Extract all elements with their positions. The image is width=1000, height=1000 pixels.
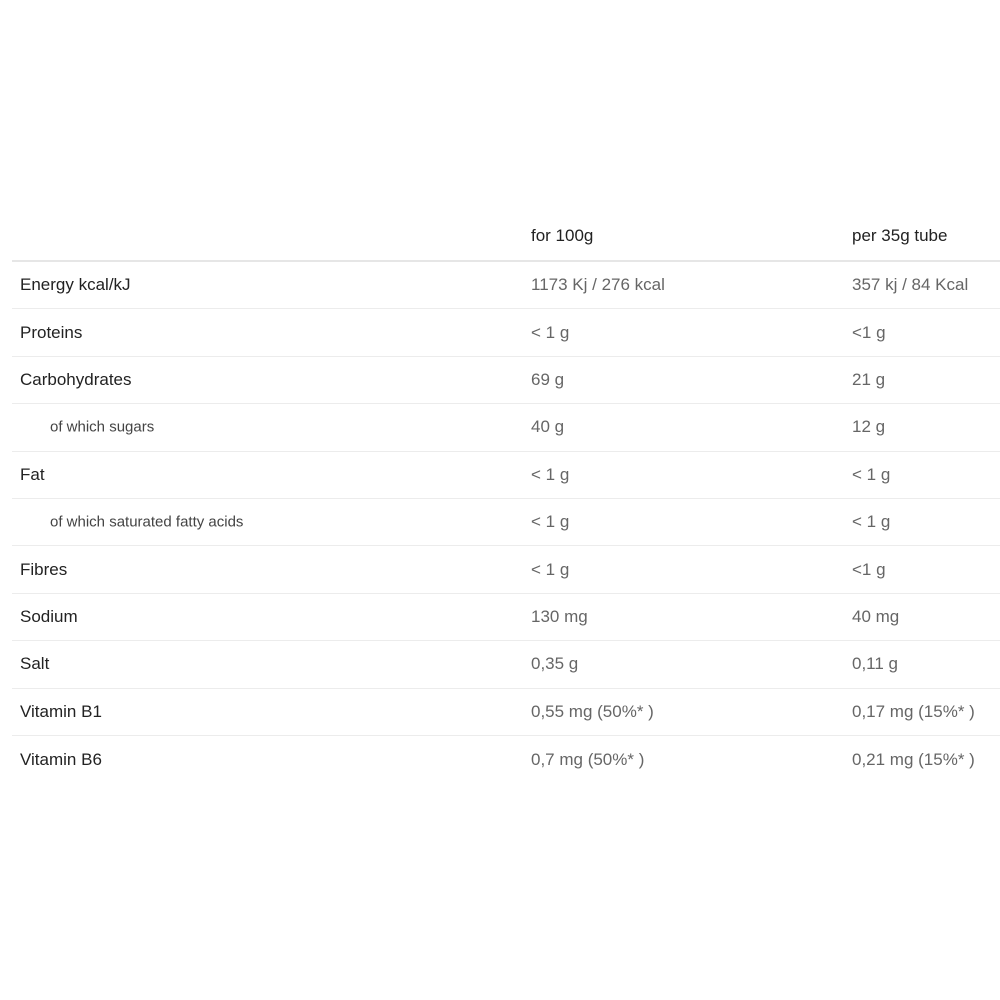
table-row: Carbohydrates 69 g 21 g — [12, 357, 1000, 405]
nutrient-name: Energy kcal/kJ — [20, 275, 131, 295]
value-per-tube: 0,17 mg (15%* ) — [852, 701, 975, 721]
value-per-tube: < 1 g — [852, 464, 891, 484]
table-row: Sodium 130 mg 40 mg — [12, 594, 1000, 642]
value-per-100g: < 1 g — [531, 322, 570, 342]
table-row: Energy kcal/kJ 1173 Kj / 276 kcal 357 kj /… — [12, 262, 1000, 310]
value-per-tube: 357 kj / 84 Kcal — [852, 275, 969, 295]
value-per-100g: 1173 Kj / 276 kcal — [531, 275, 665, 295]
header-per-100g: for 100g — [531, 226, 594, 245]
value-per-100g: 0,55 mg (50%* ) — [531, 701, 654, 721]
nutrient-name: Vitamin B1 — [20, 701, 102, 721]
value-per-tube: 12 g — [852, 417, 886, 437]
nutrient-name: of which saturated fatty acids — [50, 513, 244, 531]
value-per-100g: 0,35 g — [531, 654, 579, 674]
value-per-tube: <1 g — [852, 322, 886, 342]
table-body: Energy kcal/kJ 1173 Kj / 276 kcal 357 kj /… — [12, 262, 1000, 783]
table-row: Fat < 1 g < 1 g — [12, 452, 1000, 499]
value-per-100g: < 1 g — [531, 559, 570, 579]
nutrient-name: Sodium — [20, 606, 78, 626]
nutrient-name: Fibres — [20, 559, 68, 579]
nutrient-name: of which sugars — [50, 418, 155, 436]
nutrient-name: Fat — [20, 464, 45, 484]
nutrient-name: Vitamin B6 — [20, 749, 102, 769]
value-per-100g: 0,7 mg (50%* ) — [531, 749, 645, 769]
table-header: for 100g per 35g tube — [12, 212, 1000, 262]
table-row: Vitamin B1 0,55 mg (50%* ) 0,17 mg (15%* ) — [12, 689, 1000, 736]
table-row: Proteins < 1 g <1 g — [12, 309, 1000, 357]
table-row: Vitamin B6 0,7 mg (50%* ) 0,21 mg (15%* ) — [12, 736, 1000, 783]
table-row: Salt 0,35 g 0,11 g — [12, 641, 1000, 689]
value-per-100g: 130 mg — [531, 606, 588, 626]
value-per-tube: <1 g — [852, 559, 886, 579]
nutrient-name: Salt — [20, 654, 50, 674]
header-per-tube: per 35g tube — [852, 226, 948, 245]
table-row: of which saturated fatty acids < 1 g < 1 g — [12, 499, 1000, 547]
value-per-100g: 40 g — [531, 417, 565, 437]
value-per-tube: < 1 g — [852, 512, 891, 532]
value-per-tube: 0,21 mg (15%* ) — [852, 749, 975, 769]
value-per-100g: < 1 g — [531, 512, 570, 532]
value-per-tube: 0,11 g — [852, 654, 899, 674]
value-per-100g: < 1 g — [531, 464, 570, 484]
nutrition-table: for 100g per 35g tube Energy kcal/kJ 1173… — [12, 212, 1000, 783]
nutrient-name: Proteins — [20, 322, 83, 342]
value-per-100g: 69 g — [531, 369, 565, 389]
nutrient-name: Carbohydrates — [20, 369, 132, 389]
value-per-tube: 40 mg — [852, 606, 900, 626]
table-row: Fibres < 1 g <1 g — [12, 546, 1000, 594]
table-row: of which sugars 40 g 12 g — [12, 404, 1000, 452]
value-per-tube: 21 g — [852, 369, 886, 389]
